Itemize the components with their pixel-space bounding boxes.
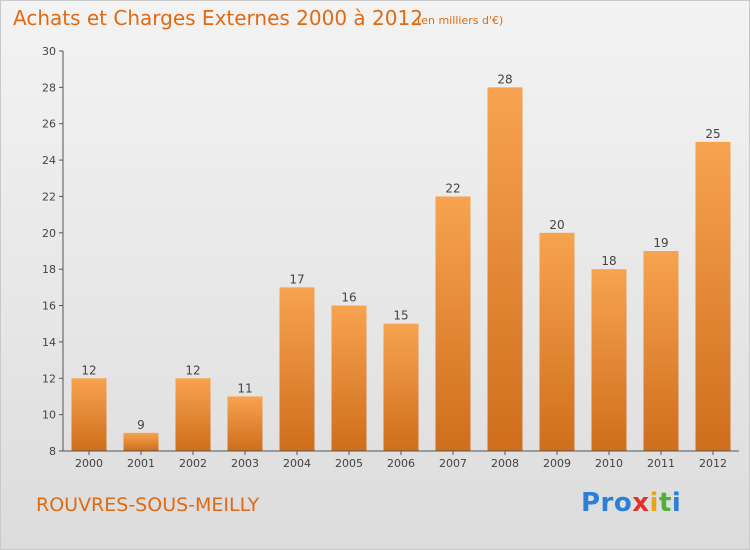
bar-value-label: 17 [289,272,304,286]
x-tick-label: 2008 [491,457,519,470]
y-tick-label: 12 [42,372,56,385]
bar-2008 [487,87,523,451]
x-tick-label: 2006 [387,457,415,470]
y-tick-label: 20 [42,227,56,240]
y-tick-label: 10 [42,409,56,422]
bar-2003 [227,396,263,451]
x-tick-label: 2001 [127,457,155,470]
bar-2009 [539,232,575,451]
bar-2004 [279,287,315,451]
bar-2011 [643,251,679,451]
y-tick-label: 24 [42,154,56,167]
y-tick-label: 30 [42,45,56,58]
y-tick-label: 14 [42,336,56,349]
y-tick-label: 28 [42,81,56,94]
y-tick-label: 8 [49,445,56,458]
bar-2006 [383,323,419,451]
y-tick-label: 22 [42,190,56,203]
y-tick-label: 26 [42,118,56,131]
y-tick-label: 16 [42,300,56,313]
y-axis: 8 10 12 14 16 18 20 22 24 26 28 30 [42,45,64,458]
bar-value-label: 19 [653,236,668,250]
y-tick-label: 18 [42,263,56,276]
proxiti-logo[interactable]: Proxiti [581,488,682,518]
bar-value-label: 18 [601,254,616,268]
commune-name: ROUVRES-SOUS-MEILLY [36,494,260,516]
bar-value-label: 25 [705,127,720,141]
x-tick-label: 2003 [231,457,259,470]
bar-2000 [71,378,107,451]
bar-value-label: 9 [137,418,145,432]
bar-value-label: 11 [237,381,252,395]
bar-value-label: 16 [341,291,356,305]
chart-subtitle: (en milliers d'€) [417,14,504,27]
bar-value-label: 12 [81,363,96,377]
x-tick-label: 2012 [699,457,727,470]
x-tick-label: 2000 [75,457,103,470]
x-axis: 2000 2001 2002 2003 2004 2005 2006 2007 2008 2009… [63,450,739,470]
x-tick-label: 2011 [647,457,675,470]
bar-value-label: 15 [393,309,408,323]
bar-2010 [591,269,627,451]
x-tick-label: 2004 [283,457,311,470]
bar-value-label: 28 [497,72,512,86]
x-tick-label: 2005 [335,457,363,470]
chart-title: Achats et Charges Externes 2000 à 2012 [13,6,423,30]
x-tick-label: 2007 [439,457,467,470]
bar-value-label: 20 [549,218,564,232]
bar-value-label: 12 [185,363,200,377]
bar-2005 [331,305,367,451]
x-tick-label: 2002 [179,457,207,470]
bars: 12 9 12 11 17 16 15 22 28 20 18 19 25 [71,72,731,451]
bar-value-label: 22 [445,181,460,195]
x-tick-label: 2010 [595,457,623,470]
bar-2001 [123,432,159,451]
bar-2012 [695,141,731,451]
x-tick-label: 2009 [543,457,571,470]
bar-2002 [175,378,211,451]
bar-2007 [435,196,471,451]
